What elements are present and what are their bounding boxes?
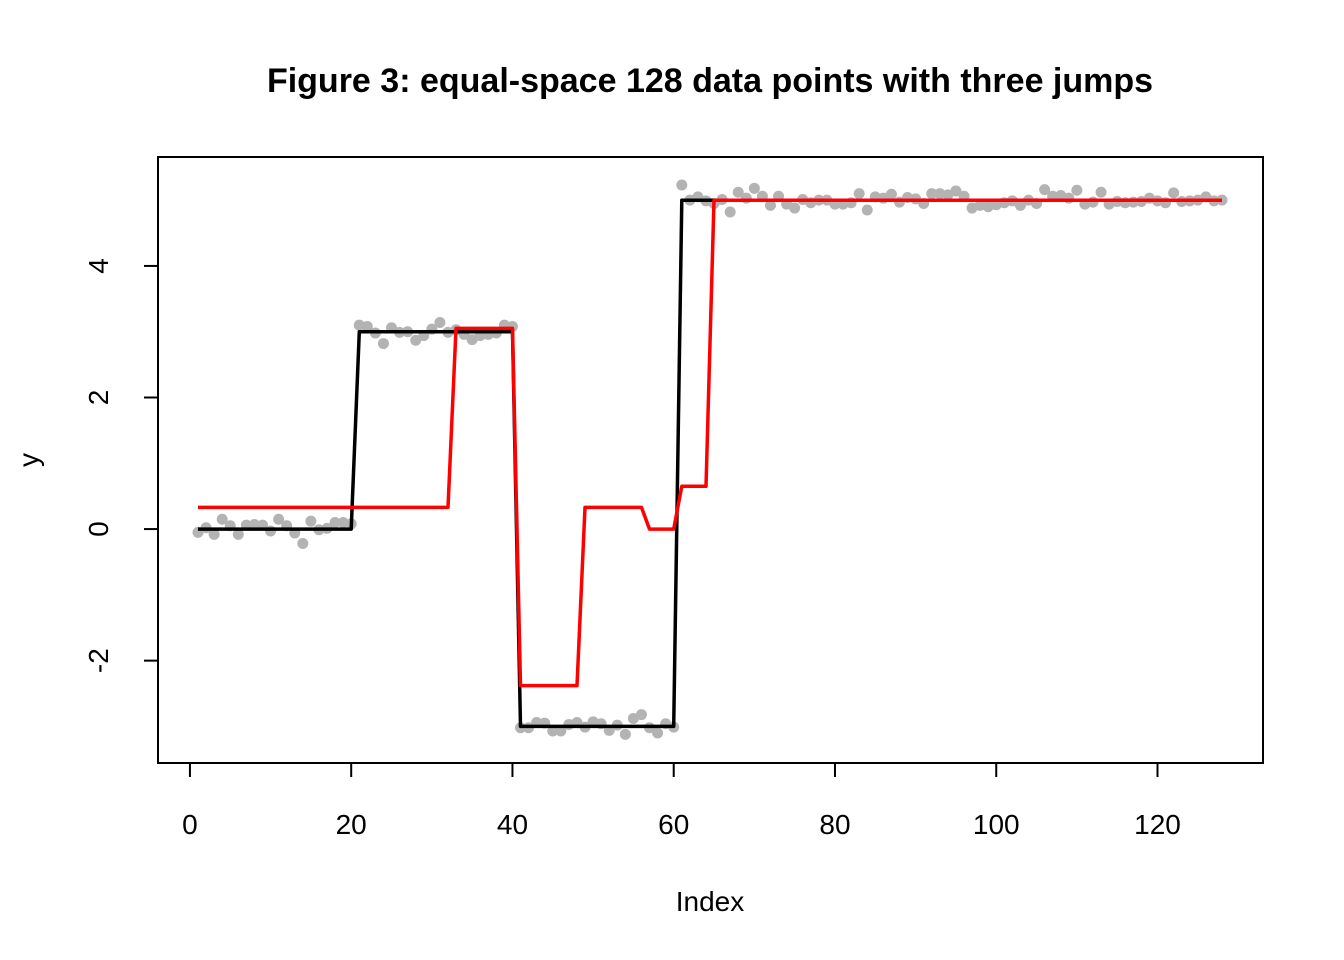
data-point [652,727,664,739]
data-point [248,518,260,530]
x-tick-label: 80 [819,809,850,840]
data-point [748,182,760,194]
data-point [353,319,365,331]
data-point [1014,199,1026,211]
data-point [361,320,373,332]
data-point [337,516,349,528]
data-point [265,525,277,537]
data-point [547,725,559,737]
data-point [926,188,938,200]
y-axis-label: y [13,453,44,467]
y-tick-label: -2 [83,648,114,673]
x-tick-label: 120 [1134,809,1181,840]
x-tick-label: 20 [336,809,367,840]
data-point [1071,184,1083,196]
data-point [676,179,688,191]
data-point [740,192,752,204]
data-point [789,202,801,214]
data-point [1039,184,1051,196]
chart-title: Figure 3: equal-space 128 data points wi… [267,62,1153,100]
x-axis: 0 20 40 60 80 100 120 [182,762,1181,840]
x-tick-label: 0 [182,809,198,840]
data-point [208,528,220,540]
data-point [950,185,962,197]
data-point [377,338,389,350]
x-tick-label: 100 [973,809,1020,840]
y-tick-label: 0 [83,521,114,537]
data-point [555,725,567,737]
data-point [410,334,422,346]
data-point [635,709,647,721]
data-point [619,728,631,740]
data-point [305,515,317,527]
true-signal-line [198,198,1222,729]
y-axis: -2 0 2 4 [83,258,159,673]
data-point [1168,187,1180,199]
data-point [232,528,244,540]
data-point [764,199,776,211]
x-axis-label: Index [676,886,745,917]
data-point [297,538,309,550]
data-point [861,204,873,216]
y-tick-label: 2 [83,390,114,406]
data-point [974,199,986,211]
y-tick-label: 4 [83,258,114,274]
data-point [1095,186,1107,198]
series-lines [198,198,1222,729]
data-point [434,317,446,329]
estimate-line [198,198,1222,688]
data-point [732,186,744,198]
data-point [885,188,897,200]
data-point [853,188,865,200]
data-point [934,188,946,200]
data-point [273,513,285,525]
data-point [1087,196,1099,208]
data-point [329,516,341,528]
data-point [216,513,228,525]
x-tick-label: 60 [658,809,689,840]
data-point [724,206,736,218]
plot-frame [157,156,1264,764]
x-tick-label: 40 [497,809,528,840]
data-point [1063,192,1075,204]
data-points [192,179,1228,740]
